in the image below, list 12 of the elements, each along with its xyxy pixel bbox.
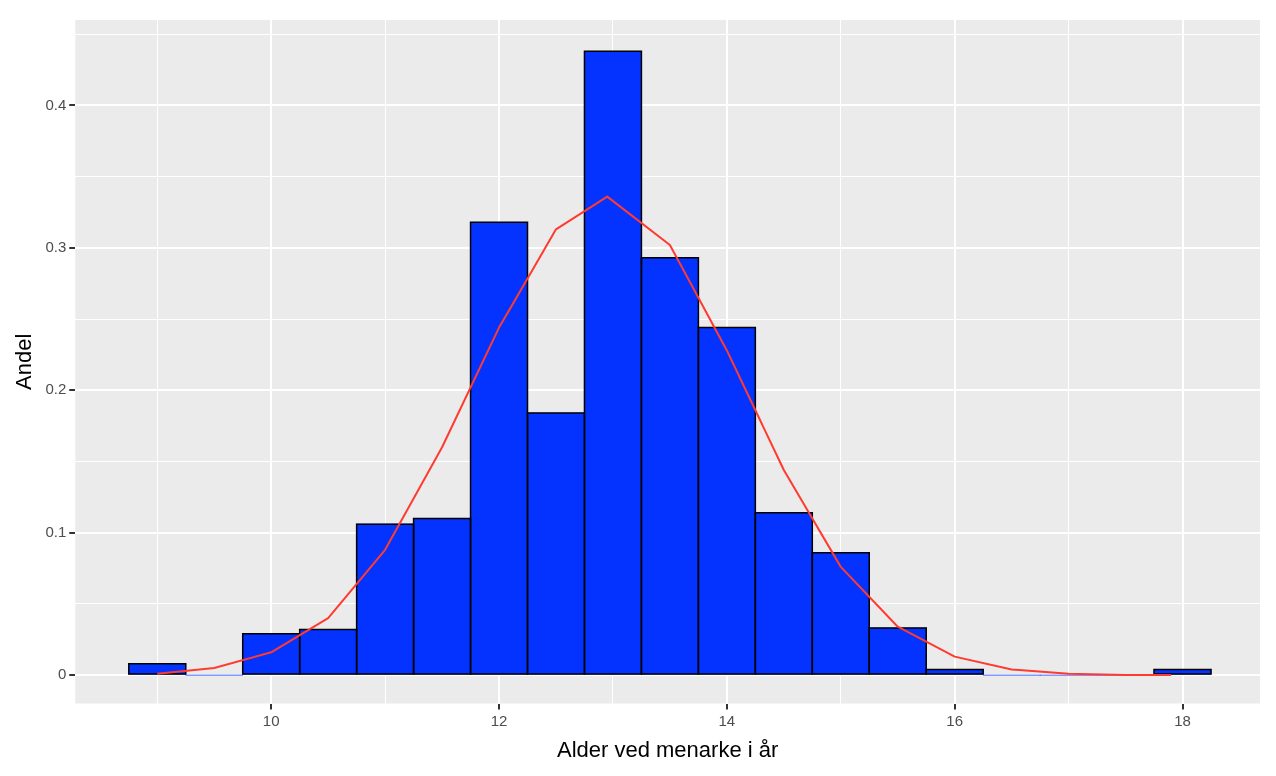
y-tick-label: 0.2 xyxy=(45,380,67,398)
y-tick-label: 0 xyxy=(57,665,67,683)
x-axis-title: Alder ved menarke i år xyxy=(556,736,779,762)
x-tick-label: 12 xyxy=(490,711,508,729)
y-tick-label: 0.3 xyxy=(45,238,67,256)
x-tick-label: 16 xyxy=(946,711,964,729)
y-axis-title: Andel xyxy=(11,333,37,390)
x-tick-label: 14 xyxy=(718,711,736,729)
y-tick-label: 0.4 xyxy=(45,95,67,113)
x-tick-label: 10 xyxy=(262,711,280,729)
y-tick-label: 0.1 xyxy=(45,522,67,540)
x-tick-label: 18 xyxy=(1174,711,1191,729)
